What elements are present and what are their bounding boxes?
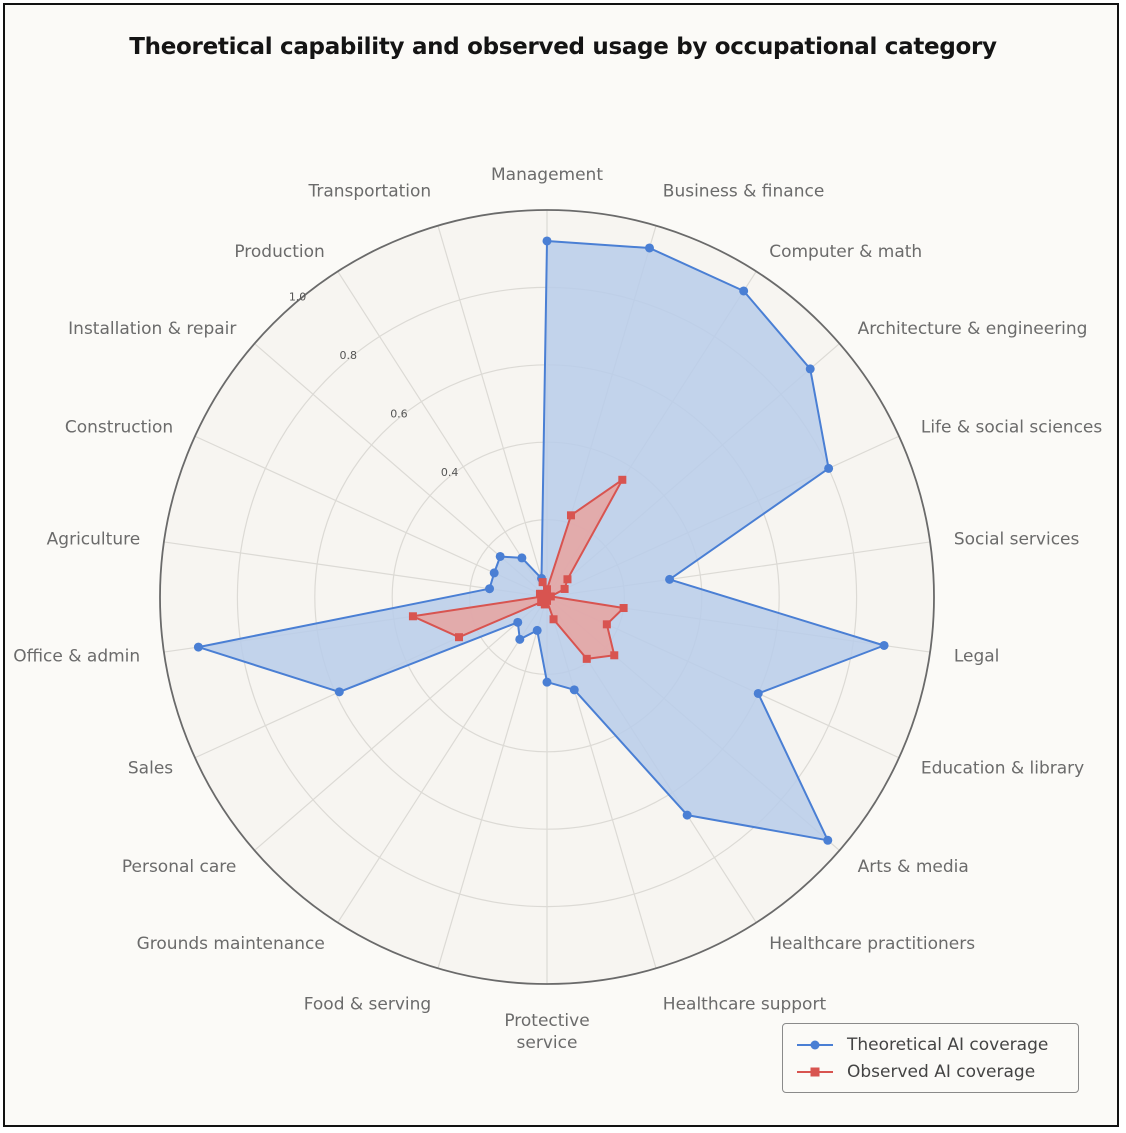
radial-tick-labels: 0.4 0.6 0.8 1.0 [289, 291, 459, 479]
category-label-food-and-serving: Food & serving [304, 994, 431, 1014]
observed-point-construction [535, 589, 544, 598]
grid-spoke [254, 596, 548, 851]
theoretical-point-arts-and-media [823, 835, 833, 845]
category-label-installation-and-repair: Installation & repair [68, 319, 236, 339]
category-label-sales: Sales [128, 759, 173, 779]
observed-point-management [543, 585, 551, 594]
observed-point-business-and-finance [566, 511, 575, 520]
observed-point-production [543, 593, 551, 601]
category-label-healthcare-support: Healthcare support [663, 994, 827, 1014]
category-label-life-and-social-sciences: Life & social sciences [921, 417, 1103, 437]
category-label-transportation: Transportation [307, 182, 431, 202]
grid-spoke [437, 596, 548, 969]
category-label-grounds-maintenance: Grounds maintenance [137, 934, 325, 954]
theoretical-point-management [542, 236, 552, 246]
category-label-healthcare-practitioners: Healthcare practitioners [769, 934, 975, 954]
legend-label-observed: Observed AI coverage [847, 1062, 1036, 1082]
theoretical-point-education-and-library [753, 688, 763, 698]
category-labels: Management Business & finance Computer & m… [13, 165, 1102, 1053]
observed-point-transportation [538, 578, 547, 587]
theoretical-point-food-and-serving [532, 625, 542, 635]
category-label-protective-service: Protective service [504, 1011, 589, 1053]
legend-marker-observed-icon [797, 1067, 833, 1077]
grid-spoke [194, 435, 548, 598]
theoretical-point-social-services [665, 574, 675, 584]
grid-spoke [337, 596, 548, 923]
theoretical-point-architecture-and-engineering [805, 364, 815, 374]
grid-spoke [163, 541, 548, 598]
theoretical-point-agriculture [485, 584, 495, 594]
theoretical-point-personal-care [513, 617, 523, 627]
grid-spoke [337, 271, 548, 598]
category-label-construction: Construction [65, 417, 173, 437]
theoretical-point-production [517, 553, 527, 563]
legend-item-theoretical: Theoretical AI coverage [795, 1032, 1048, 1058]
category-label-agriculture: Agriculture [47, 530, 141, 550]
legend-item-observed: Observed AI coverage [795, 1059, 1035, 1085]
category-label-business-and-finance: Business & finance [663, 182, 825, 202]
theoretical-point-office-and-admin [193, 642, 203, 652]
theoretical-point-sales [334, 687, 344, 697]
legend-marker-theoretical-icon [797, 1040, 833, 1050]
theoretical-point-protective-service [542, 677, 552, 687]
theoretical-point-legal [879, 640, 889, 650]
theoretical-point-computer-and-math [739, 286, 749, 296]
observed-point-architecture-and-engineering [563, 575, 572, 584]
outer-ring [159, 209, 935, 985]
radar-series [193, 236, 889, 845]
observed-point-sales [454, 633, 463, 642]
category-label-legal: Legal [954, 646, 1000, 666]
observed-point-personal-care [537, 598, 546, 607]
theoretical-point-life-and-social-sciences [824, 463, 834, 473]
observed-point-healthcare-support [549, 615, 558, 624]
observed-point-legal [619, 604, 628, 613]
category-label-office-and-admin: Office & admin [13, 646, 140, 666]
theoretical-point-grounds-maintenance [515, 634, 525, 644]
observed-point-office-and-admin [408, 612, 417, 621]
theoretical-point-business-and-finance [644, 243, 654, 253]
theoretical-point-healthcare-support [569, 685, 579, 695]
observed-point-education-and-library [602, 620, 611, 629]
grid-spoke [437, 225, 548, 598]
theoretical-point-healthcare-practitioners [682, 810, 692, 820]
legend-label-theoretical: Theoretical AI coverage [847, 1035, 1049, 1055]
theoretical-point-installation-and-repair [495, 551, 505, 561]
tick-label: 0.6 [390, 408, 408, 421]
category-label-arts-and-media: Arts & media [858, 857, 969, 877]
theoretical-point-construction [489, 568, 499, 578]
category-label-production: Production [234, 242, 324, 262]
category-label-management: Management [491, 165, 603, 185]
category-label-personal-care: Personal care [122, 857, 237, 877]
tick-label: 0.4 [441, 466, 459, 479]
legend: Theoretical AI coverage Observed AI cove… [782, 1023, 1079, 1093]
tick-label: 0.8 [340, 349, 358, 362]
chart-title: Theoretical capability and observed usag… [129, 34, 997, 60]
category-label-social-services: Social services [954, 530, 1080, 550]
observed-point-computer-and-math [618, 475, 627, 484]
category-label-computer-and-math: Computer & math [769, 242, 922, 262]
category-label-education-and-library: Education & library [921, 759, 1084, 779]
tick-label: 1.0 [289, 291, 307, 304]
observed-point-arts-and-media [610, 651, 619, 660]
observed-point-life-and-social-sciences [560, 584, 569, 593]
observed-point-healthcare-practitioners [582, 654, 591, 663]
category-label-architecture-and-engineering: Architecture & engineering [858, 319, 1088, 339]
